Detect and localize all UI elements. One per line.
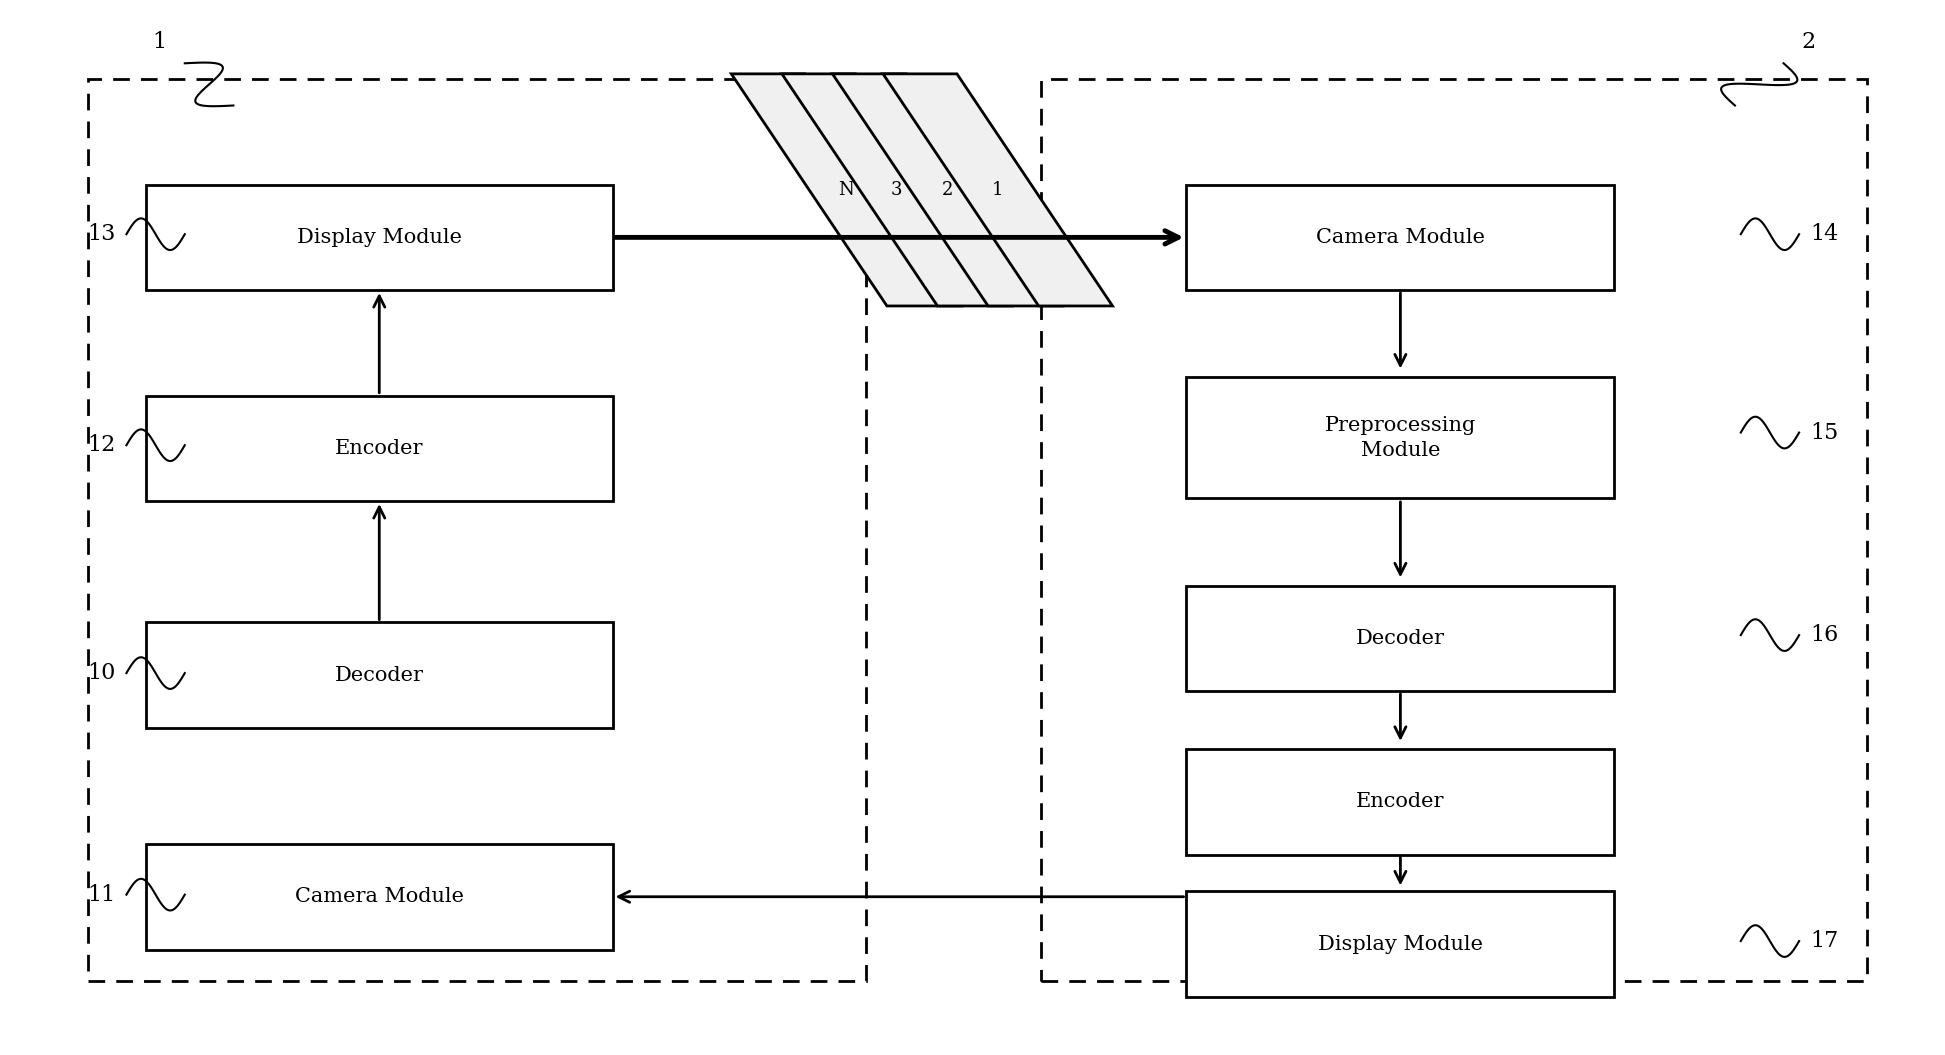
Text: 11: 11 bbox=[88, 884, 115, 905]
Bar bbox=[1186, 185, 1614, 290]
Text: Camera Module: Camera Module bbox=[1317, 228, 1484, 247]
Text: 14: 14 bbox=[1811, 224, 1838, 245]
Bar bbox=[88, 79, 866, 981]
Text: 15: 15 bbox=[1811, 422, 1838, 443]
Text: Decoder: Decoder bbox=[1356, 629, 1445, 648]
Text: Encoder: Encoder bbox=[1356, 792, 1445, 811]
Text: Display Module: Display Module bbox=[1319, 935, 1482, 954]
Text: 3: 3 bbox=[891, 180, 902, 199]
Text: 10: 10 bbox=[88, 663, 115, 684]
Polygon shape bbox=[782, 74, 1011, 306]
Polygon shape bbox=[731, 74, 961, 306]
Bar bbox=[1186, 586, 1614, 691]
Bar bbox=[146, 622, 613, 728]
Text: Decoder: Decoder bbox=[335, 666, 424, 685]
Text: 13: 13 bbox=[88, 224, 115, 245]
Bar bbox=[1041, 79, 1867, 981]
Text: Camera Module: Camera Module bbox=[296, 887, 463, 906]
Bar bbox=[146, 396, 613, 501]
Text: N: N bbox=[838, 180, 854, 199]
Text: 17: 17 bbox=[1811, 931, 1838, 952]
Bar bbox=[1186, 378, 1614, 499]
Text: Encoder: Encoder bbox=[335, 439, 424, 458]
Text: 12: 12 bbox=[88, 435, 115, 456]
Text: 2: 2 bbox=[941, 180, 953, 199]
Polygon shape bbox=[832, 74, 1062, 306]
Polygon shape bbox=[883, 74, 1113, 306]
Text: Display Module: Display Module bbox=[298, 228, 461, 247]
Text: Preprocessing
Module: Preprocessing Module bbox=[1325, 416, 1476, 460]
Text: 1: 1 bbox=[992, 180, 1004, 199]
Bar bbox=[146, 185, 613, 290]
Text: 2: 2 bbox=[1801, 32, 1817, 53]
Text: 1: 1 bbox=[152, 32, 167, 53]
Bar bbox=[1186, 749, 1614, 855]
Bar bbox=[146, 844, 613, 950]
Text: 16: 16 bbox=[1811, 625, 1838, 646]
Bar bbox=[1186, 891, 1614, 997]
